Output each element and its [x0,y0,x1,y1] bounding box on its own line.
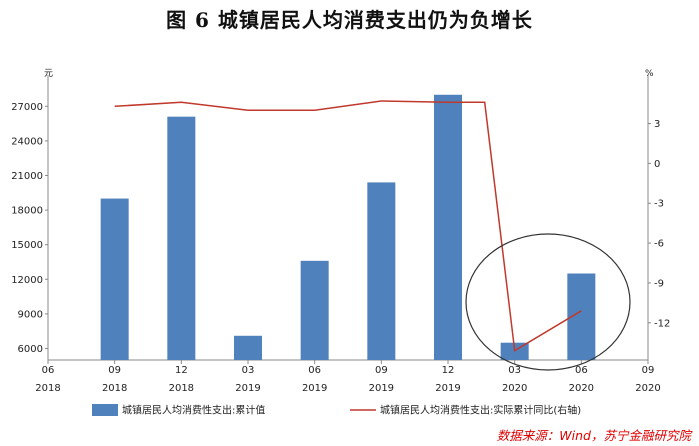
x-tick-month: 06 [308,365,321,376]
annotation [465,233,631,371]
left-tick-label: 18000 [11,206,43,217]
x-tick-month: 09 [108,365,121,376]
x-tick-year: 2020 [635,383,660,394]
left-tick-label: 12000 [11,275,43,286]
bar [434,94,462,360]
right-tick-label: 3 [654,119,660,130]
left-axis-unit: 元 [44,69,53,79]
left-tick-label: 27000 [11,102,43,113]
left-tick-label: 6000 [18,344,43,355]
x-tick-year: 2019 [302,383,327,394]
right-tick-label: -6 [654,239,664,250]
bar [167,116,196,360]
x-tick-month: 06 [575,365,588,376]
legend-label-bar: 城镇居民人均消费性支出:累计值 [122,404,265,417]
x-tick-month: 03 [242,365,255,376]
left-tick-label: 9000 [18,309,43,320]
axes: 元 % 6000 9000 12000 15000 18000 21000 24000 27000… [11,69,670,394]
bar-series [100,94,596,360]
x-tick-year: 2019 [235,383,260,394]
bar [100,198,129,360]
left-tick-label: 15000 [11,240,43,251]
line-path [114,100,582,352]
x-tick-month: 03 [508,365,521,376]
legend: 城镇居民人均消费性支出:累计值 城镇居民人均消费性支出:实际累计同比(右轴) [92,404,581,417]
x-tick-year: 2018 [169,383,194,394]
legend-label-line: 城镇居民人均消费性支出:实际累计同比(右轴) [380,404,581,417]
right-tick-label: -12 [654,318,670,329]
right-tick-label: 0 [654,159,660,170]
right-tick-label: -9 [654,278,664,289]
highlight-ellipse [465,233,631,371]
bar [300,260,329,360]
right-tick-label: -3 [654,199,664,210]
x-tick-year: 2019 [435,383,460,394]
chart-title: 图 6 城镇居民人均消费支出仍为负增长 [166,8,533,32]
x-tick-year: 2018 [102,383,127,394]
x-tick-year: 2018 [35,383,60,394]
bar [367,182,396,360]
x-tick-month: 06 [42,365,55,376]
x-tick-month: 09 [642,365,655,376]
legend-swatch-bar [92,404,118,416]
source-note: 数据来源：Wind，苏宁金融研究院 [496,428,691,443]
x-tick-year: 2020 [502,383,527,394]
x-tick-month: 09 [375,365,388,376]
x-tick-year: 2019 [369,383,394,394]
x-tick-month: 12 [442,365,455,376]
line-series [114,100,582,352]
bar [234,335,262,360]
x-tick-month: 12 [175,365,188,376]
left-tick-label: 21000 [11,171,43,182]
left-tick-label: 24000 [11,136,43,147]
right-axis-unit: % [645,69,654,79]
x-tick-year: 2020 [569,383,594,394]
